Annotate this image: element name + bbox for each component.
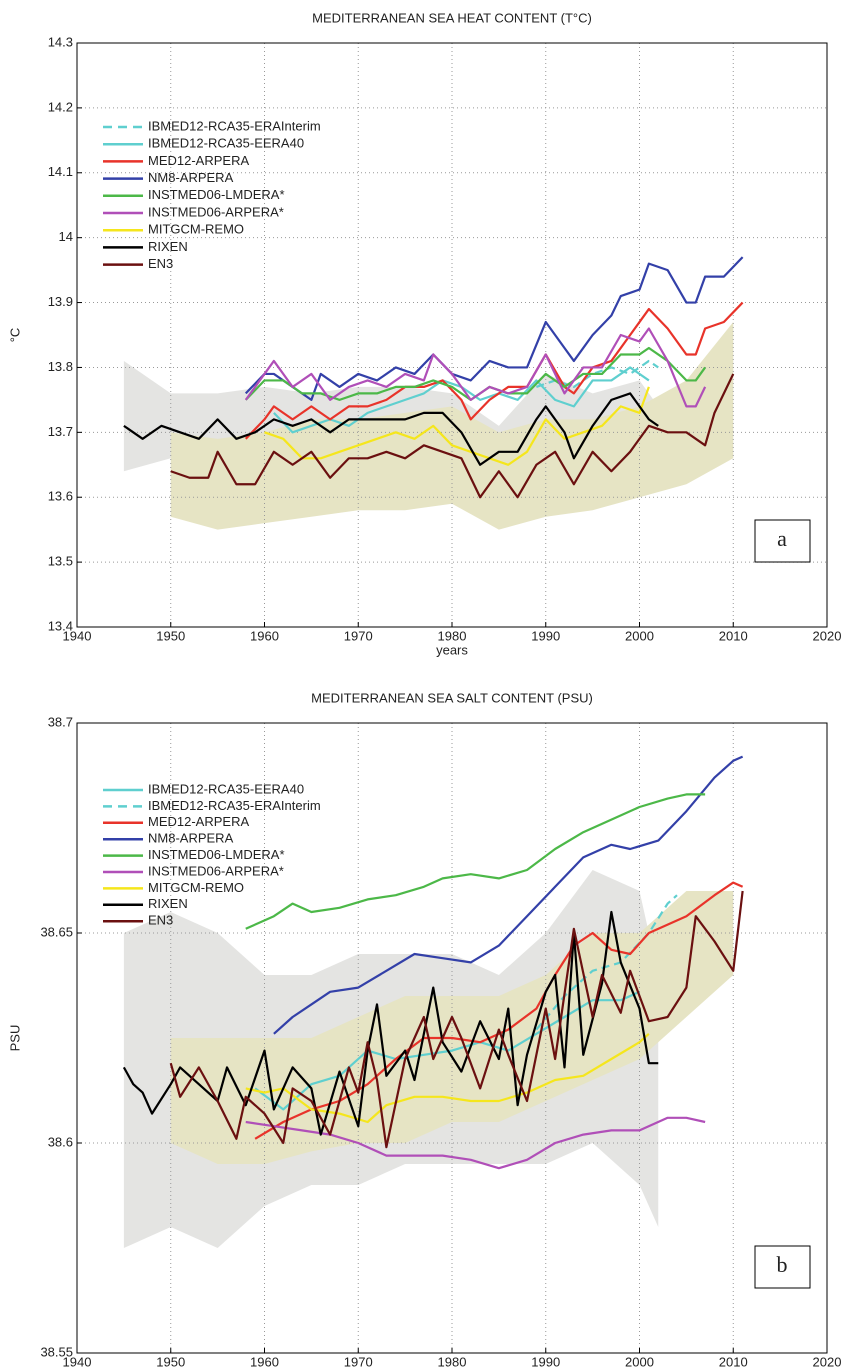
- y-tick-label: 13.5: [48, 554, 73, 569]
- legend-label: INSTMED06-ARPERA*: [148, 204, 284, 219]
- legend-label: MED12-ARPERA: [148, 814, 249, 829]
- legend-label: RIXEN: [148, 896, 188, 911]
- y-tick-label: 38.7: [48, 714, 73, 729]
- series-line: [264, 386, 650, 466]
- series-line: [244, 301, 744, 440]
- x-tick-label: 1950: [156, 628, 185, 643]
- y-tick-label: 14: [59, 229, 73, 244]
- legend-label: EN3: [148, 913, 173, 928]
- x-tick-label: 1990: [531, 628, 560, 643]
- y-tick-label: 14.1: [48, 164, 73, 179]
- legend-label: MITGCM-REMO: [148, 880, 244, 895]
- series-line: [254, 990, 640, 1111]
- x-tick-label: 1980: [438, 1354, 467, 1369]
- series-line: [245, 1032, 650, 1124]
- x-tick-label: 2000: [625, 1354, 654, 1369]
- series-line: [245, 793, 706, 930]
- plot-frame: [76, 42, 828, 628]
- series-line: [123, 392, 659, 466]
- legend-label: RIXEN: [148, 239, 188, 254]
- legend-label: INSTMED06-LMDERA*: [148, 187, 285, 202]
- panel-tag: a: [777, 526, 787, 551]
- y-axis-label: °C: [7, 328, 22, 343]
- series-line: [169, 890, 744, 1149]
- y-tick-label: 38.6: [48, 1134, 73, 1149]
- series-line: [245, 1116, 706, 1170]
- plot-frame: [76, 722, 828, 1354]
- series-line: [273, 755, 744, 1035]
- legend-label: INSTMED06-LMDERA*: [148, 847, 285, 862]
- x-tick-label: 1940: [63, 628, 92, 643]
- panel-tag-box: [754, 519, 811, 563]
- legend-label: NM8-ARPERA: [148, 831, 234, 846]
- chart-title: MEDITERRANEAN SEA SALT CONTENT (PSU): [311, 690, 593, 705]
- y-tick-label: 38.65: [40, 924, 73, 939]
- series-line: [170, 373, 735, 499]
- x-tick-label: 1950: [156, 1354, 185, 1369]
- series-line: [122, 910, 659, 1136]
- y-axis-label: PSU: [7, 1025, 22, 1052]
- y-tick-label: 13.6: [48, 489, 73, 504]
- x-axis-label: years: [436, 1368, 468, 1371]
- x-tick-label: 1990: [531, 1354, 560, 1369]
- legend-label: IBMED12-RCA35-ERAInterim: [148, 118, 321, 133]
- y-tick-label: 13.9: [48, 294, 73, 309]
- legend-label: EN3: [148, 256, 173, 271]
- panel-tag-box: [754, 1245, 811, 1289]
- series-line: [244, 327, 707, 408]
- x-axis-label: years: [436, 642, 468, 657]
- spread-band: [170, 322, 734, 530]
- x-tick-label: 1970: [344, 628, 373, 643]
- x-tick-label: 2010: [719, 628, 748, 643]
- x-tick-label: 1940: [63, 1354, 92, 1369]
- chart-title: MEDITERRANEAN SEA HEAT CONTENT (T°C): [312, 10, 592, 25]
- x-tick-label: 1960: [250, 1354, 279, 1369]
- x-tick-label: 1980: [438, 628, 467, 643]
- legend-label: IBMED12-RCA35-ERAInterim: [148, 798, 321, 813]
- legend-label: INSTMED06-ARPERA*: [148, 863, 284, 878]
- x-tick-label: 2020: [813, 628, 842, 643]
- y-tick-label: 13.7: [48, 424, 73, 439]
- x-tick-label: 2000: [625, 628, 654, 643]
- y-tick-label: 14.2: [48, 99, 73, 114]
- x-tick-label: 2010: [719, 1354, 748, 1369]
- x-tick-label: 2020: [813, 1354, 842, 1369]
- legend-label: NM8-ARPERA: [148, 170, 234, 185]
- y-tick-label: 13.4: [48, 618, 73, 633]
- y-tick-label: 13.8: [48, 359, 73, 374]
- y-tick-label: 38.55: [40, 1344, 73, 1359]
- legend-label: IBMED12-RCA35-EERA40: [148, 136, 304, 151]
- y-tick-label: 14.3: [48, 34, 73, 49]
- panel-tag: b: [777, 1252, 788, 1277]
- legend-label: IBMED12-RCA35-EERA40: [148, 781, 304, 796]
- x-tick-label: 1960: [250, 628, 279, 643]
- legend-label: MITGCM-REMO: [148, 222, 244, 237]
- series-line: [536, 359, 659, 389]
- x-tick-label: 1970: [344, 1354, 373, 1369]
- legend-label: MED12-ARPERA: [148, 153, 249, 168]
- series-line: [244, 256, 744, 401]
